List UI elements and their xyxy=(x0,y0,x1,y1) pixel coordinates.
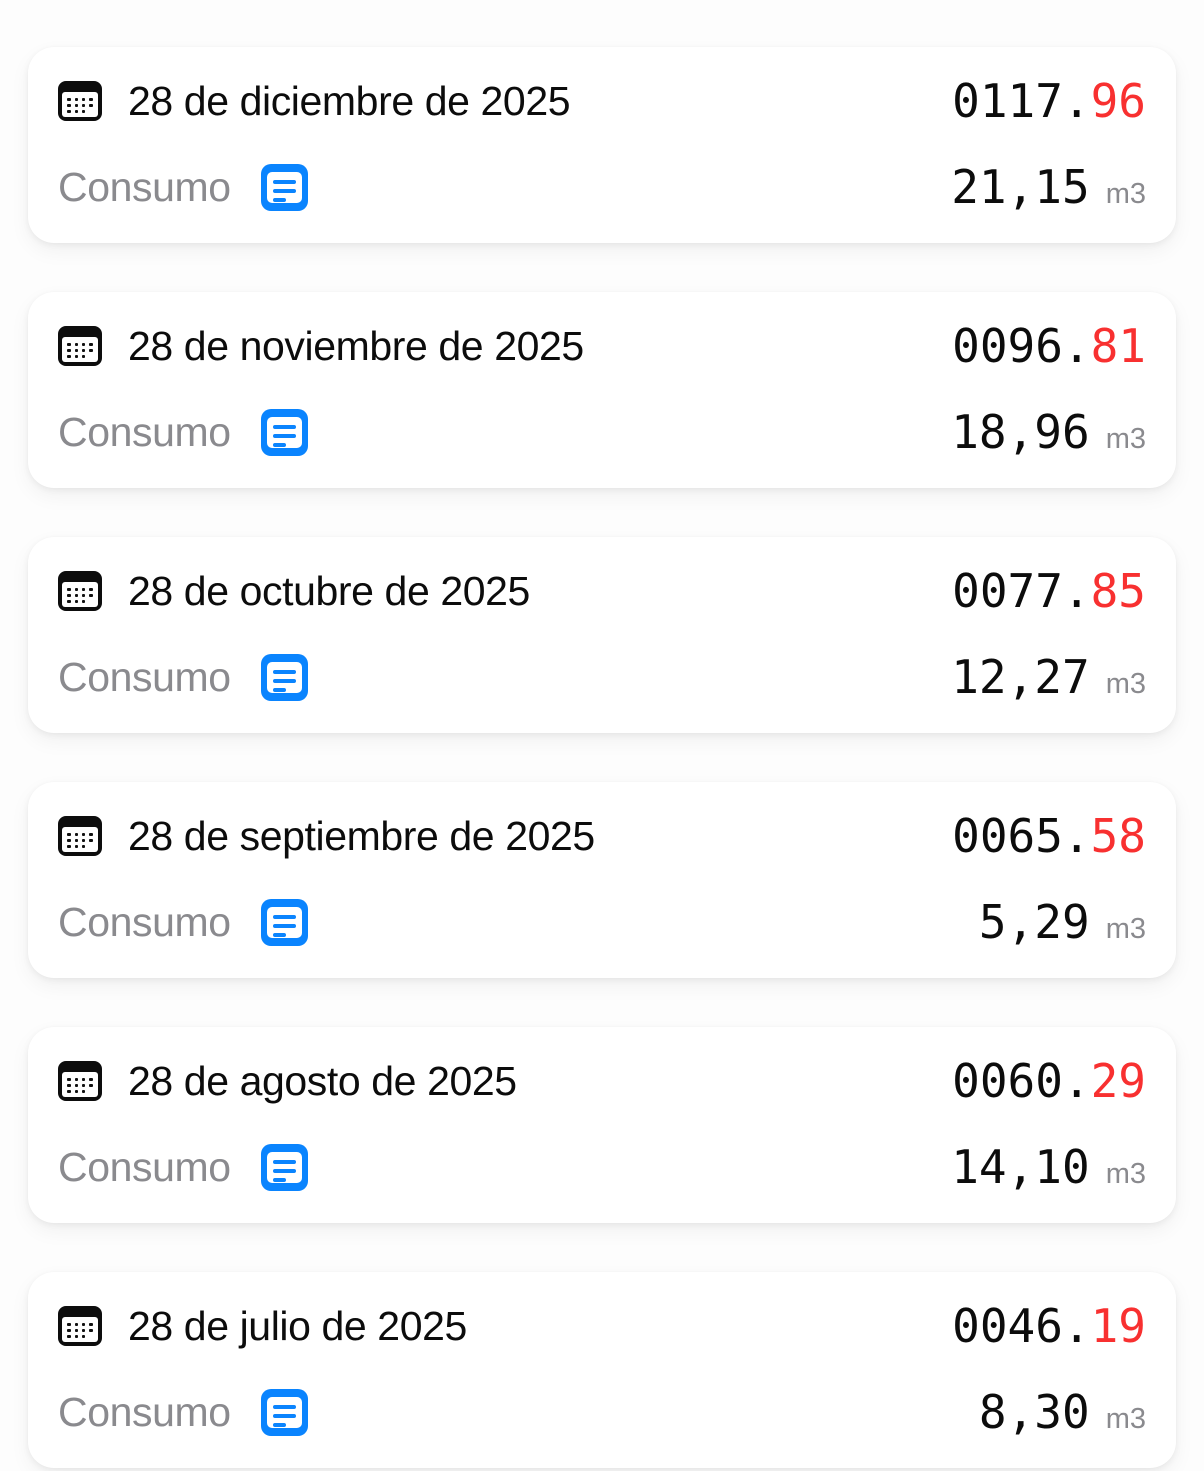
consumption-label: Consumo xyxy=(58,898,231,945)
meter-reading-value: 0065.58 xyxy=(952,813,1146,859)
card-row-reading-left: 28 de julio de 2025 xyxy=(58,1302,467,1349)
reading-date: 28 de septiembre de 2025 xyxy=(128,812,595,859)
card-row-consumption-left: Consumo xyxy=(58,408,308,456)
meter-reading: 0077.85 xyxy=(952,568,1146,614)
list-item[interactable]: 28 de noviembre de 2025 0096.81 Consumo … xyxy=(28,292,1176,488)
card-row-reading-left: 28 de diciembre de 2025 xyxy=(58,77,571,124)
meter-reading-integer: 0077. xyxy=(952,564,1091,618)
list-item[interactable]: 28 de septiembre de 2025 0065.58 Consumo… xyxy=(28,782,1176,978)
card-row-consumption-left: Consumo xyxy=(58,898,308,946)
meter-reading: 0065.58 xyxy=(952,813,1146,859)
consumption-label: Consumo xyxy=(58,653,231,700)
consumption-amount: 18,96 m3 xyxy=(951,409,1146,455)
meter-reading-value: 0060.29 xyxy=(952,1058,1146,1104)
meter-reading-decimals: 81 xyxy=(1090,319,1146,373)
card-row-consumption-left: Consumo xyxy=(58,163,308,211)
consumption-unit: m3 xyxy=(1105,423,1146,455)
consumption-amount: 12,27 m3 xyxy=(951,654,1146,700)
meter-reading-integer: 0060. xyxy=(952,1054,1091,1108)
consumption-label: Consumo xyxy=(58,163,231,210)
card-row-consumption: Consumo 18,96 m3 xyxy=(58,390,1146,488)
reading-date: 28 de noviembre de 2025 xyxy=(128,322,584,369)
card-row-consumption: Consumo 5,29 m3 xyxy=(58,880,1146,978)
consumption-unit: m3 xyxy=(1105,1403,1146,1435)
note-icon[interactable] xyxy=(260,653,308,701)
meter-reading-value: 0096.81 xyxy=(952,323,1146,369)
meter-reading-value: 0117.96 xyxy=(952,78,1146,124)
note-icon[interactable] xyxy=(260,898,308,946)
reading-date: 28 de julio de 2025 xyxy=(128,1302,467,1349)
meter-reading-integer: 0046. xyxy=(952,1299,1091,1353)
consumption-amount: 14,10 m3 xyxy=(951,1144,1146,1190)
meter-reading-decimals: 29 xyxy=(1090,1054,1146,1108)
meter-reading: 0046.19 xyxy=(952,1303,1146,1349)
meter-reading-value: 0077.85 xyxy=(952,568,1146,614)
consumption-unit: m3 xyxy=(1105,668,1146,700)
meter-reading: 0117.96 xyxy=(952,78,1146,124)
consumption-amount: 5,29 m3 xyxy=(979,899,1146,945)
reading-date: 28 de diciembre de 2025 xyxy=(128,77,571,124)
card-row-reading-left: 28 de septiembre de 2025 xyxy=(58,812,595,859)
note-icon[interactable] xyxy=(260,1388,308,1436)
consumption-amount: 8,30 m3 xyxy=(979,1389,1146,1435)
meter-reading-value: 0046.19 xyxy=(952,1303,1146,1349)
consumption-value: 5,29 xyxy=(978,895,1090,949)
consumption-label: Consumo xyxy=(58,1388,231,1435)
consumption-value: 18,96 xyxy=(951,405,1090,459)
card-row-consumption-left: Consumo xyxy=(58,653,308,701)
card-row-reading: 28 de octubre de 2025 0077.85 xyxy=(58,537,1146,635)
calendar-icon xyxy=(58,816,102,856)
meter-reading: 0096.81 xyxy=(952,323,1146,369)
note-icon[interactable] xyxy=(260,163,308,211)
calendar-icon xyxy=(58,1061,102,1101)
consumption-label: Consumo xyxy=(58,408,231,455)
card-row-consumption: Consumo 12,27 m3 xyxy=(58,635,1146,733)
consumption-value: 14,10 xyxy=(951,1140,1090,1194)
meter-reading-integer: 0117. xyxy=(952,74,1091,128)
calendar-icon xyxy=(58,81,102,121)
consumption-amount: 21,15 m3 xyxy=(951,164,1146,210)
meter-reading-decimals: 85 xyxy=(1090,564,1146,618)
consumption-unit: m3 xyxy=(1105,178,1146,210)
list-item[interactable]: 28 de octubre de 2025 0077.85 Consumo 12… xyxy=(28,537,1176,733)
calendar-icon xyxy=(58,326,102,366)
card-row-reading-left: 28 de agosto de 2025 xyxy=(58,1057,517,1104)
consumption-value: 21,15 xyxy=(951,160,1090,214)
list-item[interactable]: 28 de julio de 2025 0046.19 Consumo 8,30… xyxy=(28,1272,1176,1468)
card-row-reading: 28 de diciembre de 2025 0117.96 xyxy=(58,47,1146,145)
reading-date: 28 de octubre de 2025 xyxy=(128,567,530,614)
card-row-reading: 28 de julio de 2025 0046.19 xyxy=(58,1272,1146,1370)
meter-reading-decimals: 58 xyxy=(1090,809,1146,863)
card-row-consumption-left: Consumo xyxy=(58,1143,308,1191)
consumption-label: Consumo xyxy=(58,1143,231,1190)
card-row-reading: 28 de agosto de 2025 0060.29 xyxy=(58,1027,1146,1125)
list-item[interactable]: 28 de agosto de 2025 0060.29 Consumo 14,… xyxy=(28,1027,1176,1223)
consumption-value: 8,30 xyxy=(978,1385,1090,1439)
meter-reading-integer: 0096. xyxy=(952,319,1091,373)
calendar-icon xyxy=(58,571,102,611)
consumption-unit: m3 xyxy=(1105,913,1146,945)
card-row-reading-left: 28 de noviembre de 2025 xyxy=(58,322,584,369)
calendar-icon xyxy=(58,1306,102,1346)
card-row-consumption: Consumo 14,10 m3 xyxy=(58,1125,1146,1223)
card-row-reading-left: 28 de octubre de 2025 xyxy=(58,567,530,614)
meter-reading-decimals: 96 xyxy=(1090,74,1146,128)
consumption-unit: m3 xyxy=(1105,1158,1146,1190)
list-item[interactable]: 28 de diciembre de 2025 0117.96 Consumo … xyxy=(28,47,1176,243)
consumption-value: 12,27 xyxy=(951,650,1090,704)
card-row-reading: 28 de septiembre de 2025 0065.58 xyxy=(58,782,1146,880)
card-row-consumption: Consumo 8,30 m3 xyxy=(58,1370,1146,1468)
note-icon[interactable] xyxy=(260,1143,308,1191)
note-icon[interactable] xyxy=(260,408,308,456)
meter-reading-integer: 0065. xyxy=(952,809,1091,863)
meter-reading-decimals: 19 xyxy=(1090,1299,1146,1353)
card-row-reading: 28 de noviembre de 2025 0096.81 xyxy=(58,292,1146,390)
meter-reading: 0060.29 xyxy=(952,1058,1146,1104)
card-row-consumption: Consumo 21,15 m3 xyxy=(58,145,1146,243)
card-row-consumption-left: Consumo xyxy=(58,1388,308,1436)
reading-date: 28 de agosto de 2025 xyxy=(128,1057,517,1104)
